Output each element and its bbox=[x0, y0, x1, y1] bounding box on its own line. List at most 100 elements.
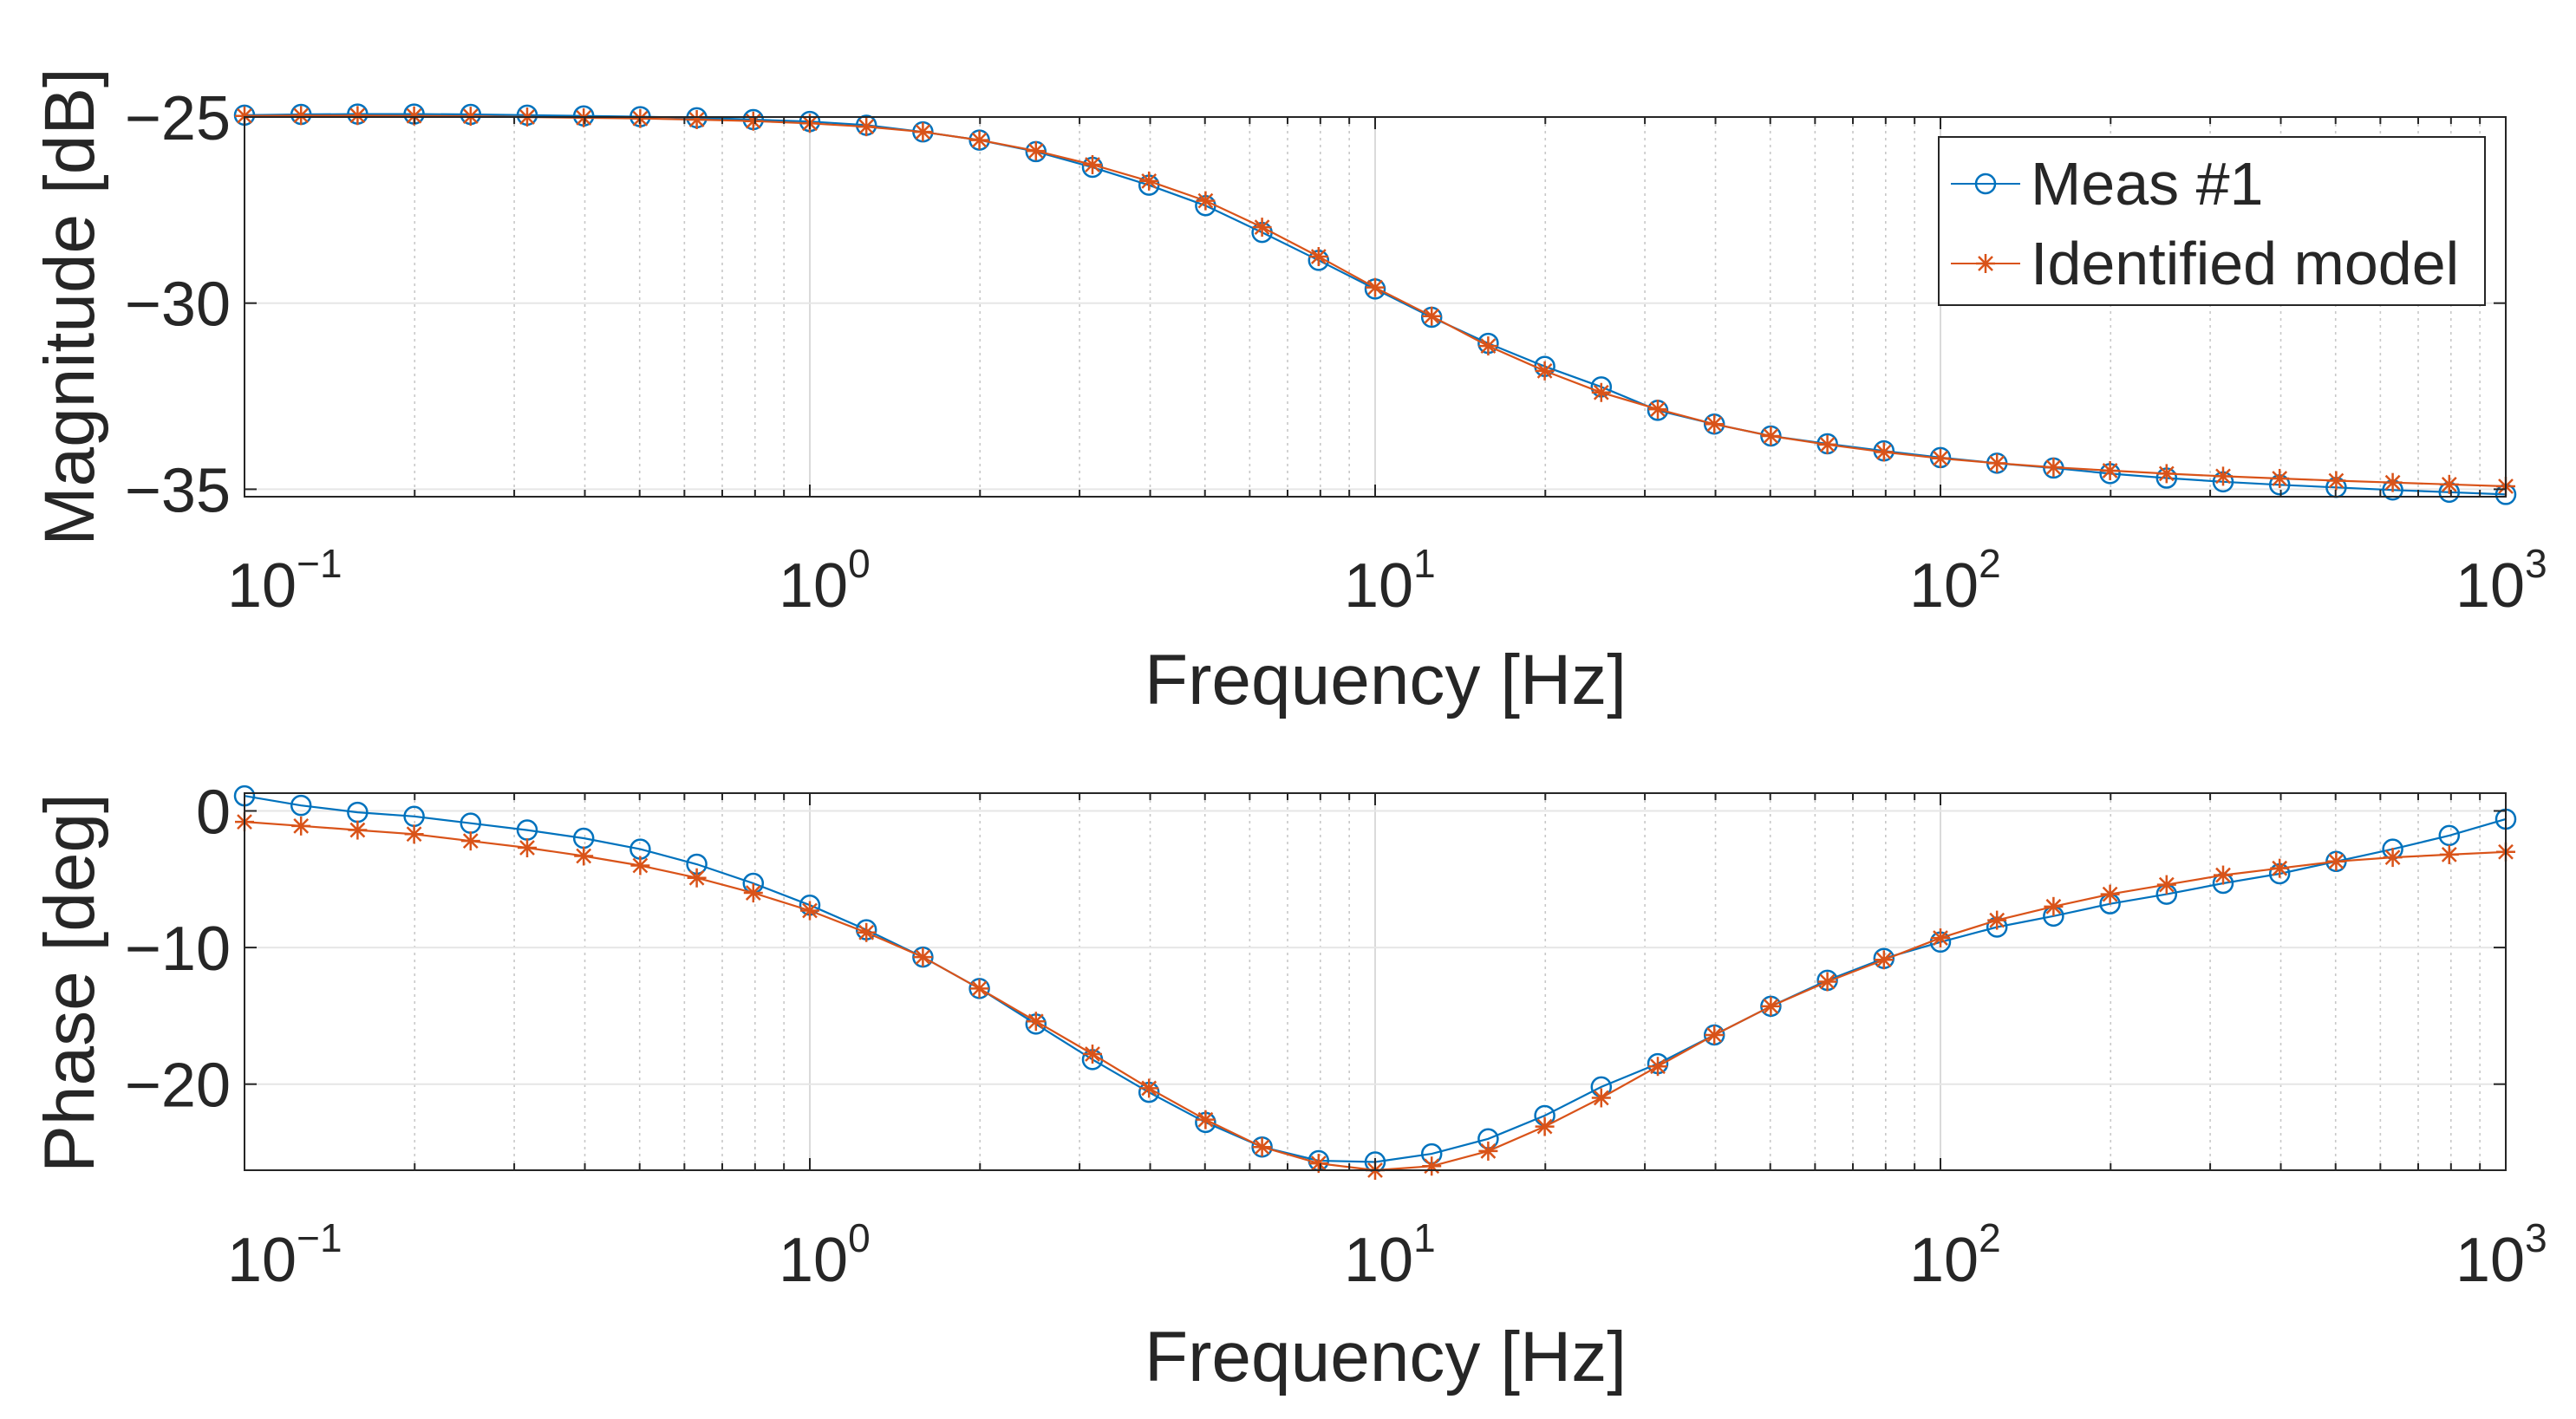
phase-plot: 10−1 100 101 102 103 0 −10 −20 Frequency [Hz] Pha… bbox=[30, 778, 2547, 1396]
data-point bbox=[2100, 884, 2120, 904]
data-point bbox=[1026, 1012, 1046, 1032]
x-tick-label: 102 bbox=[1909, 541, 2001, 621]
data-point bbox=[2044, 896, 2064, 916]
y-axis-label: Magnitude [dB] bbox=[30, 68, 109, 546]
data-point bbox=[2438, 824, 2461, 847]
data-point bbox=[1987, 910, 2007, 930]
data-point bbox=[2383, 848, 2403, 868]
data-point bbox=[687, 868, 707, 888]
x-tick-label: 101 bbox=[1344, 1215, 1436, 1295]
data-point bbox=[1196, 1110, 1216, 1129]
y-tick-label: −35 bbox=[125, 456, 231, 525]
x-tick-label: 100 bbox=[779, 1215, 871, 1295]
data-point bbox=[1705, 414, 1725, 434]
data-point bbox=[348, 106, 368, 126]
x-tick-label: 103 bbox=[2455, 1215, 2547, 1295]
data-point bbox=[574, 846, 594, 866]
data-point bbox=[1535, 1116, 1555, 1136]
x-axis-label: Frequency [Hz] bbox=[1145, 1318, 1627, 1396]
data-point bbox=[857, 922, 877, 942]
data-point bbox=[1139, 1078, 1159, 1098]
data-point bbox=[2156, 875, 2176, 895]
data-point bbox=[290, 794, 312, 817]
data-point bbox=[630, 856, 650, 875]
y-tick-label: −20 bbox=[125, 1051, 231, 1121]
data-point bbox=[518, 838, 537, 858]
y-tick-label: −30 bbox=[125, 270, 231, 340]
data-point bbox=[1931, 448, 1950, 468]
x-tick-label: 10−1 bbox=[227, 1215, 342, 1295]
data-point bbox=[2326, 851, 2346, 871]
legend-label-model: Identified model bbox=[2031, 230, 2459, 297]
data-point bbox=[404, 824, 424, 844]
grid bbox=[245, 793, 2506, 1170]
data-point bbox=[1761, 996, 1781, 1016]
data-point bbox=[1591, 382, 1611, 402]
data-point bbox=[913, 122, 933, 142]
data-point bbox=[2100, 460, 2120, 480]
data-point bbox=[1817, 434, 1837, 454]
data-point bbox=[743, 883, 763, 903]
data-point bbox=[2270, 468, 2290, 488]
data-point bbox=[1648, 1057, 1667, 1077]
data-point bbox=[404, 106, 424, 126]
magnitude-plot: 10−1 100 101 102 103 −25 −30 −35 Frequency [Hz] M… bbox=[30, 68, 2547, 719]
y-axis-label: Phase [deg] bbox=[30, 793, 109, 1173]
data-point bbox=[1026, 141, 1046, 161]
x-axis-label: Frequency [Hz] bbox=[1145, 641, 1627, 719]
data-point bbox=[1083, 154, 1102, 174]
x-tick-label: 10−1 bbox=[227, 541, 342, 621]
data-point bbox=[1705, 1025, 1725, 1045]
data-point bbox=[1761, 426, 1781, 446]
data-point bbox=[2270, 858, 2290, 878]
data-point bbox=[913, 947, 933, 967]
data-point bbox=[1083, 1045, 1102, 1064]
grid bbox=[245, 116, 2506, 497]
data-point bbox=[800, 901, 819, 921]
data-point bbox=[1252, 1137, 1272, 1157]
x-tick-label: 103 bbox=[2455, 541, 2547, 621]
data-point bbox=[687, 110, 707, 130]
data-point bbox=[1535, 361, 1555, 381]
data-point bbox=[2214, 466, 2233, 486]
data-point bbox=[2439, 844, 2459, 864]
data-point bbox=[348, 820, 368, 840]
data-point bbox=[743, 111, 763, 131]
data-point bbox=[1874, 442, 1894, 462]
series-model bbox=[235, 812, 2515, 1180]
data-point bbox=[969, 130, 989, 150]
series-model bbox=[235, 106, 2515, 496]
data-point bbox=[2383, 472, 2403, 492]
data-point bbox=[1366, 277, 1385, 297]
x-tick-label: 100 bbox=[779, 541, 871, 621]
legend: Meas #1 Identified model bbox=[1938, 136, 2486, 306]
data-point bbox=[1591, 1088, 1611, 1108]
data-point bbox=[1252, 218, 1272, 238]
data-point bbox=[1308, 247, 1328, 267]
data-point bbox=[1648, 400, 1667, 420]
data-point bbox=[291, 816, 311, 836]
data-point bbox=[857, 117, 877, 137]
x-tick-label: 101 bbox=[1344, 541, 1436, 621]
data-point bbox=[1478, 336, 1498, 356]
data-point bbox=[1422, 1156, 1442, 1176]
y-tick-label: −25 bbox=[125, 84, 231, 153]
data-point bbox=[2156, 464, 2176, 484]
data-point bbox=[2326, 471, 2346, 491]
data-point bbox=[1931, 928, 1950, 948]
x-tick-label: 102 bbox=[1909, 1215, 2001, 1295]
data-point bbox=[2214, 865, 2233, 885]
data-point bbox=[1874, 950, 1894, 970]
y-tick-label: 0 bbox=[196, 778, 231, 847]
data-point bbox=[1987, 453, 2007, 473]
y-tick-label: −10 bbox=[125, 915, 231, 984]
legend-label-meas: Meas #1 bbox=[2031, 150, 2263, 218]
data-point bbox=[1817, 972, 1837, 992]
data-point bbox=[969, 979, 989, 999]
data-point bbox=[1422, 306, 1442, 326]
data-point bbox=[291, 106, 311, 126]
legend-marker-asterisk bbox=[1976, 254, 1995, 273]
data-point bbox=[2439, 474, 2459, 494]
data-point bbox=[2044, 458, 2064, 478]
